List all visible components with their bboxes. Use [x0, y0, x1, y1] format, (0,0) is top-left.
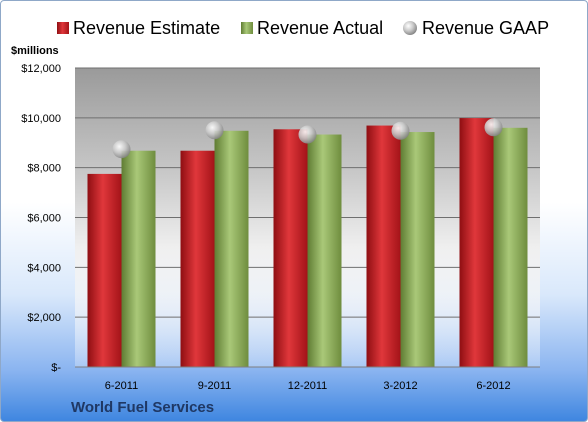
x-axis-ticks: 6-2011 9-2011 12-2011 3-2012 6-2012 [105, 380, 511, 392]
x-tick-label: 12-2011 [288, 380, 328, 392]
y-tick-label: $4,000 [27, 262, 61, 274]
revenue-actual-bar [214, 130, 249, 367]
legend: Revenue Estimate Revenue Actual Revenue … [57, 18, 549, 38]
x-tick-label: 6-2011 [105, 380, 138, 392]
x-tick-label: 3-2012 [383, 380, 417, 392]
y-tick-label: $2,000 [27, 312, 61, 324]
legend-swatch-revenue-estimate [57, 22, 69, 34]
revenue-gaap-marker [205, 121, 224, 140]
company-name: World Fuel Services [71, 399, 214, 416]
revenue-actual-bar [400, 132, 435, 367]
revenue-estimate-bar [366, 125, 401, 368]
revenue-actual-bar [121, 150, 156, 367]
revenue-gaap-marker [112, 140, 131, 159]
x-tick-label: 9-2011 [198, 380, 231, 392]
y-axis-ticks: $- $2,000 $4,000 $6,000 $8,000 $10,000 $12,000 [21, 63, 61, 374]
y-tick-label: $10,000 [21, 113, 61, 125]
revenue-gaap-marker [484, 118, 503, 137]
y-tick-label: $8,000 [27, 163, 61, 175]
revenue-estimate-bar [273, 129, 308, 367]
gaap-markers [112, 118, 503, 159]
legend-label-revenue-gaap: Revenue GAAP [422, 18, 549, 38]
legend-swatch-revenue-actual [241, 22, 253, 34]
revenue-actual-bar [307, 134, 342, 367]
revenue-estimate-bar [87, 173, 122, 367]
revenue-estimate-bar [180, 150, 215, 367]
y-tick-label: $12,000 [21, 63, 61, 75]
revenue-estimate-bar [459, 118, 494, 368]
x-tick-label: 6-2012 [476, 380, 510, 392]
y-axis-units: $millions [11, 45, 59, 57]
revenue-gaap-marker [298, 125, 317, 144]
y-tick-label: $6,000 [27, 213, 61, 225]
revenue-actual-bar [493, 127, 528, 367]
legend-label-revenue-estimate: Revenue Estimate [73, 18, 220, 38]
revenue-gaap-marker [391, 121, 410, 140]
legend-swatch-revenue-gaap [403, 21, 417, 35]
y-tick-label: $- [51, 362, 61, 374]
legend-label-revenue-actual: Revenue Actual [257, 18, 383, 38]
bars [87, 118, 528, 368]
